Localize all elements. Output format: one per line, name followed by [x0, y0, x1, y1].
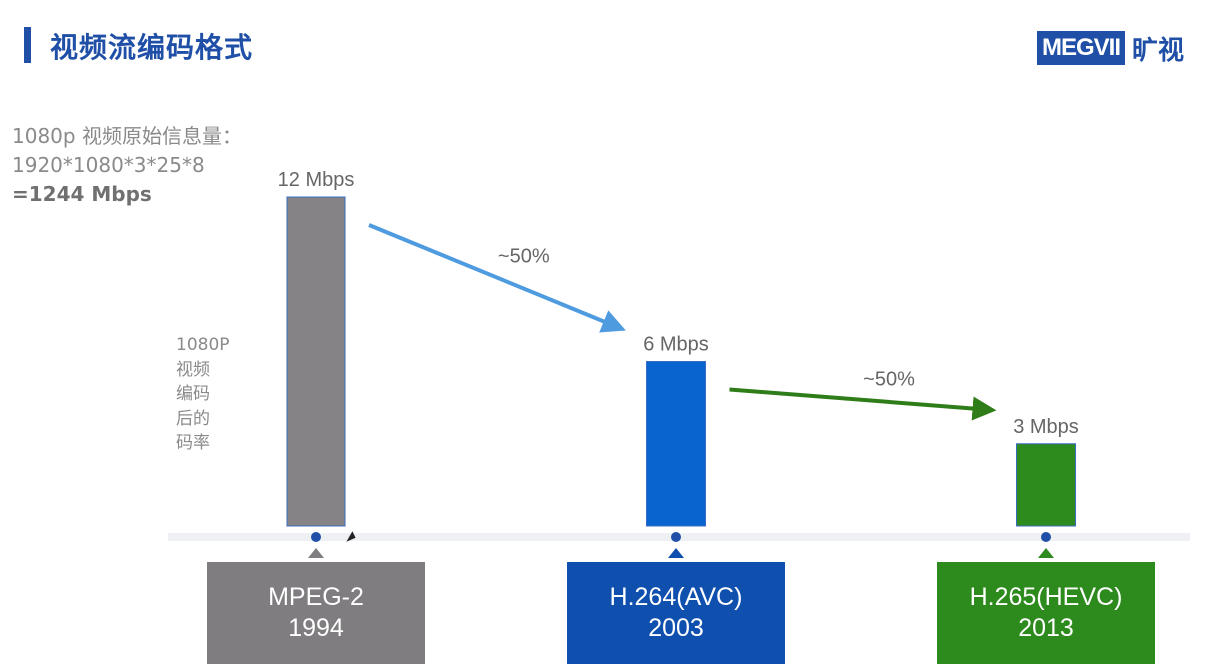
reduction-label: ~50% [863, 369, 915, 391]
side-label-line: 编码 [176, 384, 210, 404]
side-label-line: 后的 [176, 408, 210, 429]
title-accent-bar [24, 27, 31, 63]
codec-year: 2013 [1018, 614, 1074, 642]
codec-name: MPEG-2 [268, 583, 364, 611]
era-box-pointer [668, 548, 684, 558]
reduction-arrow [729, 387, 997, 421]
bar-h-264-avc- [646, 361, 706, 527]
side-label-line: 视频 [176, 359, 210, 380]
info-line-3: =1244 Mbps [12, 182, 152, 206]
bar-value-label: 3 Mbps [1013, 416, 1079, 438]
side-label-line: 1080P [176, 335, 230, 355]
raw-info-block: 1080p 视频原始信息量： 1920*1080*3*25*8 =1244 Mb… [12, 122, 242, 209]
codec-year: 1994 [288, 614, 344, 642]
timeline-marker [311, 532, 321, 542]
era-box-mpeg-2: MPEG-2 1994 [207, 562, 425, 664]
info-line-2: 1920*1080*3*25*8 [12, 153, 205, 177]
megvii-logo: MEGVII 旷视 [1037, 30, 1184, 66]
bar-value-label: 12 Mbps [278, 169, 355, 191]
era-box-h-264-avc-: H.264(AVC) 2003 [567, 562, 785, 664]
logo-cn: 旷视 [1132, 35, 1185, 66]
side-label-line: 码率 [176, 433, 210, 453]
reduction-arrow [368, 223, 626, 333]
page-title: 视频流编码格式 [50, 31, 254, 64]
codec-name: H.265(HEVC) [969, 583, 1123, 611]
timeline-marker [671, 532, 681, 542]
timeline-marker [1041, 532, 1051, 542]
era-box-pointer [308, 548, 324, 558]
y-axis-side-label: 1080P 视频 编码 后的 码率 [176, 333, 230, 456]
codec-year: 2003 [648, 614, 704, 642]
codec-name: H.264(AVC) [609, 583, 743, 611]
bar-mpeg-2 [286, 196, 346, 527]
bar-value-label: 6 Mbps [643, 334, 709, 356]
bar-h-265-hevc- [1016, 443, 1076, 527]
info-line-1: 1080p 视频原始信息量： [12, 124, 242, 148]
reduction-label: ~50% [498, 245, 550, 267]
logo-text: MEGVII [1037, 31, 1126, 65]
era-box-h-265-hevc-: H.265(HEVC) 2013 [937, 562, 1155, 664]
era-box-pointer [1038, 548, 1054, 558]
